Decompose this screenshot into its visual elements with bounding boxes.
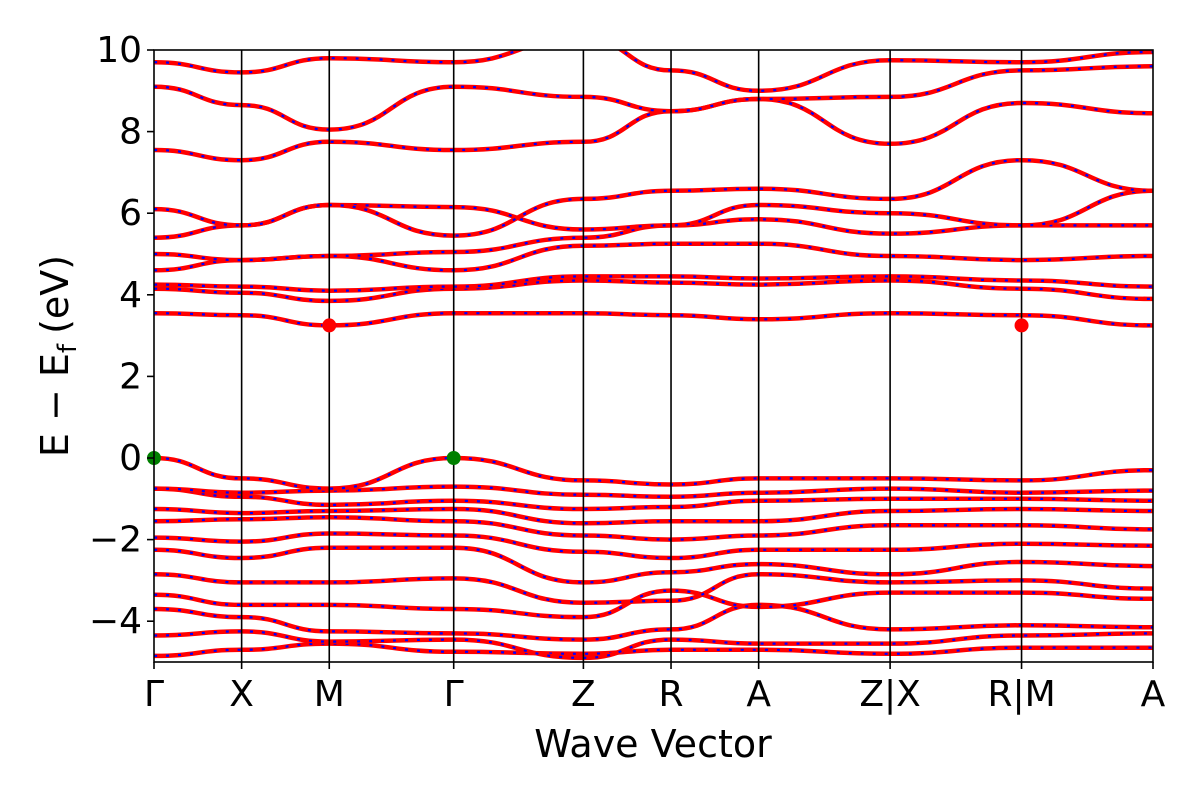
- x-tick-label: R: [659, 674, 684, 715]
- band-line-1-blue: [154, 630, 1153, 660]
- y-tick-label: 10: [96, 30, 142, 71]
- x-tick-label: R|M: [987, 674, 1055, 715]
- band-line-18-blue: [154, 159, 1153, 237]
- band-line-12-blue: [154, 312, 1153, 327]
- band-line-0-red: [154, 641, 1153, 659]
- bands-layer: [154, 50, 1153, 661]
- x-tick-label: Γ: [144, 674, 164, 715]
- band-line-2-red: [154, 602, 1153, 642]
- band-line-5-blue: [154, 546, 1153, 584]
- band-line-6-blue: [154, 532, 1153, 560]
- y-tick-label: −4: [89, 601, 142, 642]
- cbm-marker: [1014, 318, 1029, 333]
- band-line-19-red: [154, 96, 1153, 163]
- band-line-20-blue: [154, 65, 1153, 131]
- band-line-14-blue: [154, 275, 1153, 292]
- x-tick-label: X: [229, 674, 254, 715]
- x-tick-label: Z: [571, 674, 596, 715]
- x-tick-label: A: [746, 674, 771, 715]
- plot-frame: [153, 49, 1154, 663]
- band-line-3-red: [154, 588, 1153, 620]
- x-tick-label: Γ: [444, 674, 464, 715]
- band-line-11-red: [154, 455, 1153, 491]
- x-tick-label: A: [1141, 674, 1166, 715]
- cbm-marker: [322, 318, 337, 333]
- band-line-16-blue: [154, 218, 1153, 262]
- y-axis-title-subscript: f: [53, 343, 83, 353]
- vbm-marker: [446, 451, 461, 465]
- y-tick-label: 0: [119, 438, 142, 479]
- y-tick-label: 2: [119, 356, 142, 397]
- x-tick-label: M: [314, 674, 345, 715]
- band-line-4-red: [154, 572, 1153, 606]
- y-axis-title-main: E − E: [33, 353, 77, 457]
- band-line-5-red: [154, 545, 1153, 585]
- band-line-4-blue: [154, 573, 1153, 604]
- band-line-17-blue: [154, 189, 1153, 239]
- x-tick-label: Z|X: [859, 674, 920, 715]
- y-axis-ticks: −4 −2 0 2 4 6 8 10: [89, 30, 154, 642]
- band-line-10-blue: [154, 485, 1153, 498]
- band-line-8-blue: [154, 507, 1153, 525]
- y-tick-label: 6: [119, 193, 142, 234]
- y-tick-label: 8: [119, 112, 142, 153]
- kpoint-lines: [240, 50, 1023, 662]
- y-tick-label: 4: [119, 275, 142, 316]
- x-axis-ticks: Γ X M Γ Z R A Z|X R|M A: [144, 662, 1166, 715]
- band-line-20-red: [154, 64, 1153, 132]
- x-axis-title: Wave Vector: [534, 722, 772, 766]
- y-tick-label: −2: [89, 520, 142, 561]
- band-line-9-blue: [154, 487, 1153, 511]
- band-line-21-red: [154, 50, 1153, 94]
- y-axis-title: E − Ef (eV): [33, 255, 83, 457]
- band-line-3-blue: [154, 589, 1153, 619]
- band-line-21-blue: [154, 50, 1153, 92]
- y-axis-title-unit: (eV): [33, 255, 77, 334]
- band-line-12-red: [154, 310, 1153, 328]
- band-line-13-blue: [154, 279, 1153, 303]
- band-line-11-blue: [154, 456, 1153, 490]
- band-line-17-red: [154, 188, 1153, 240]
- extrema-markers: [147, 318, 1029, 465]
- band-line-7-blue: [154, 516, 1153, 541]
- band-line-0-blue: [154, 642, 1153, 657]
